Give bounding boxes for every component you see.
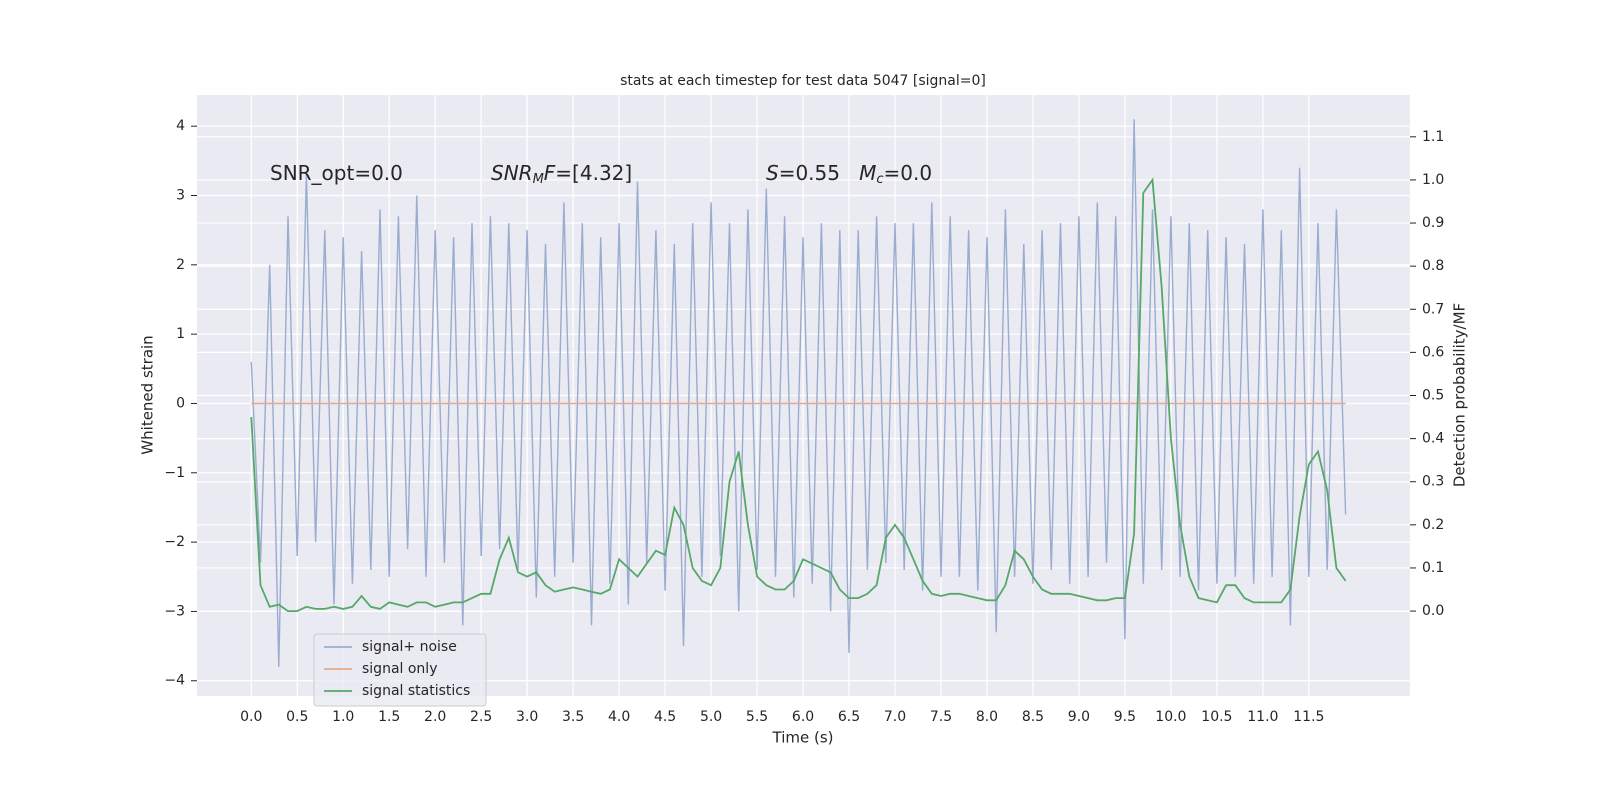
- y-tick-label: 4: [176, 118, 185, 134]
- x-tick-label: 0.0: [240, 709, 262, 725]
- x-tick-label: 4.0: [608, 709, 630, 725]
- x-tick-label: 4.5: [654, 709, 676, 725]
- annotation-part: F: [544, 161, 556, 185]
- y2-axis-label: Detection probability/MF: [1451, 303, 1469, 487]
- x-tick-label: 6.0: [792, 709, 814, 725]
- annotation-part: S: [766, 161, 779, 185]
- y2-tick-label: 0.8: [1422, 258, 1444, 274]
- y2-tick-label: 0.7: [1422, 301, 1444, 317]
- y2-tick-label: 0.0: [1422, 603, 1444, 619]
- legend-label: signal+ noise: [362, 639, 457, 655]
- x-tick-label: 10.5: [1201, 709, 1232, 725]
- y2-tick-label: 1.0: [1422, 172, 1444, 188]
- annotation-part: M: [859, 161, 876, 185]
- x-tick-label: 2.5: [470, 709, 492, 725]
- annotation-part: SNR_opt=0.0: [270, 161, 403, 185]
- y-tick-label: −3: [164, 603, 185, 619]
- x-tick-label: 10.0: [1155, 709, 1186, 725]
- x-tick-label: 0.5: [286, 709, 308, 725]
- x-tick-label: 9.0: [1068, 709, 1090, 725]
- x-tick-label: 3.5: [562, 709, 584, 725]
- x-tick-label: 3.0: [516, 709, 538, 725]
- annotation-part: SNR: [491, 161, 533, 185]
- x-tick-label: 11.0: [1247, 709, 1278, 725]
- x-tick-label: 9.5: [1114, 709, 1136, 725]
- y-tick-label: 0: [176, 395, 185, 411]
- x-tick-label: 7.0: [884, 709, 906, 725]
- x-tick-label: 8.0: [976, 709, 998, 725]
- x-tick-label: 1.0: [332, 709, 354, 725]
- y2-tick-label: 0.9: [1422, 215, 1444, 231]
- x-tick-label: 2.0: [424, 709, 446, 725]
- x-axis-label: Time (s): [772, 729, 834, 747]
- y2-tick-label: 0.6: [1422, 344, 1444, 360]
- annotation: S=0.55 Mc=0.0: [766, 161, 932, 187]
- annotation: SNRMF=[4.32]: [491, 161, 632, 187]
- y2-tick-label: 0.3: [1422, 474, 1444, 490]
- y-tick-label: −1: [164, 465, 185, 481]
- legend-label: signal only: [362, 661, 437, 677]
- x-tick-label: 6.5: [838, 709, 860, 725]
- x-tick-label: 8.5: [1022, 709, 1044, 725]
- series-line: [250, 119, 1347, 667]
- y2-tick-label: 1.1: [1422, 129, 1444, 145]
- y-tick-label: 2: [176, 257, 185, 273]
- chart-title: stats at each timestep for test data 504…: [620, 73, 986, 89]
- series-line: [250, 177, 1347, 612]
- annotation-part: =0.55: [779, 161, 859, 185]
- y2-tick-label: 0.2: [1422, 517, 1444, 533]
- annotation: SNR_opt=0.0: [270, 161, 403, 185]
- annotation-part: M: [533, 172, 544, 187]
- annotation-part: =[4.32]: [555, 161, 632, 185]
- legend-label: signal statistics: [362, 683, 470, 699]
- annotation-part: c: [876, 172, 883, 187]
- y-axis-label: Whitened strain: [139, 335, 157, 454]
- annotation-part: =0.0: [884, 161, 933, 185]
- x-tick-label: 5.5: [746, 709, 768, 725]
- x-tick-label: 1.5: [378, 709, 400, 725]
- y-tick-label: −4: [164, 673, 185, 689]
- legend-box: [313, 633, 487, 707]
- x-tick-label: 5.0: [700, 709, 722, 725]
- y-tick-label: −2: [164, 534, 185, 550]
- y-tick-label: 1: [176, 326, 185, 342]
- y2-tick-label: 0.5: [1422, 388, 1444, 404]
- x-tick-label: 7.5: [930, 709, 952, 725]
- y2-tick-label: 0.4: [1422, 431, 1444, 447]
- y2-tick-label: 0.1: [1422, 560, 1444, 576]
- y-tick-label: 3: [176, 188, 185, 204]
- x-tick-label: 11.5: [1293, 709, 1324, 725]
